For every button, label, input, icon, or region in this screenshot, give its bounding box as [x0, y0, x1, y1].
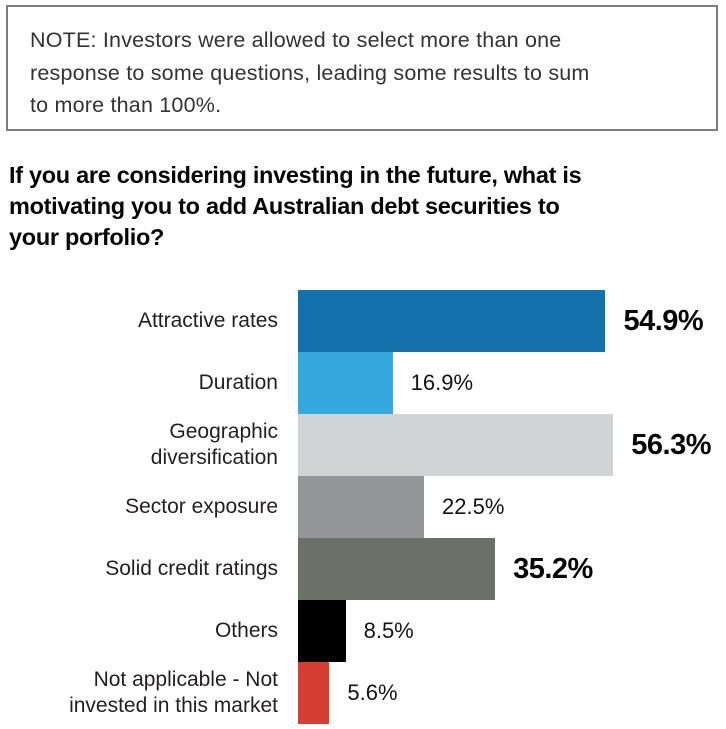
category-label: Attractive rates: [137, 309, 278, 332]
bar: [298, 414, 614, 476]
bar: [298, 662, 330, 724]
value-label: 5.6%: [347, 680, 398, 705]
bar-chart: Attractive rates 54.9% Duration 16.9% Geogra…: [0, 290, 726, 724]
category-label: Others: [214, 619, 278, 642]
chart-row: Not applicable - Not invested in this ma…: [0, 662, 726, 724]
category-label: Duration: [198, 371, 278, 394]
bar: [298, 352, 393, 414]
bar-cell: 35.2%: [298, 538, 726, 600]
value-label: 16.9%: [410, 370, 474, 395]
bar-cell: 16.9%: [298, 352, 726, 414]
note-text: NOTE: Investors were allowed to select m…: [30, 28, 590, 117]
chart-row: Attractive rates 54.9%: [0, 290, 726, 352]
bar: [298, 476, 424, 538]
category-label: Sector exposure: [125, 495, 278, 518]
bar-cell: 8.5%: [298, 600, 726, 662]
bar-cell: 54.9%: [298, 290, 726, 352]
page-title: If you are considering investing in the …: [9, 162, 582, 250]
category-label: Geographic diversification: [150, 420, 278, 469]
chart-row: Solid credit ratings 35.2%: [0, 538, 726, 600]
bar-cell: 22.5%: [298, 476, 726, 538]
bar-cell: 56.3%: [298, 414, 726, 476]
value-label: 56.3%: [631, 428, 711, 461]
chart-row: Sector exposure 22.5%: [0, 476, 726, 538]
bar: [298, 600, 346, 662]
value-label: 54.9%: [623, 304, 704, 337]
value-label: 22.5%: [442, 494, 505, 519]
bar-cell: 5.6%: [298, 662, 726, 724]
chart-row: Duration 16.9%: [0, 352, 726, 414]
category-label: Solid credit ratings: [105, 557, 278, 580]
value-label: 35.2%: [513, 552, 593, 585]
bar: [298, 290, 606, 352]
category-label: Not applicable - Not invested in this ma…: [69, 668, 278, 717]
chart-row: Others 8.5%: [0, 600, 726, 662]
value-label: 8.5%: [363, 618, 414, 643]
bar: [298, 538, 496, 600]
note-box: NOTE: Investors were allowed to select m…: [6, 5, 718, 131]
chart-row: Geographic diversification 56.3%: [0, 414, 726, 476]
